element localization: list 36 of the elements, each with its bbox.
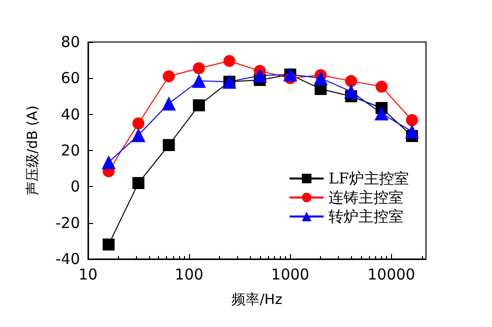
point — [252, 68, 267, 82]
y-tick-label: 60 — [60, 69, 80, 88]
point — [345, 75, 358, 88]
x-axis-title: 频率/Hz — [232, 292, 282, 308]
point — [102, 155, 116, 170]
legend-label: LF炉主控室 — [328, 170, 410, 188]
point — [405, 124, 420, 139]
point — [223, 54, 236, 67]
point — [192, 74, 206, 88]
legend-label: 连铸主控室 — [328, 188, 404, 206]
y-tick-label: 20 — [60, 142, 80, 160]
x-tick-label: 10 — [78, 266, 98, 284]
point — [162, 70, 175, 82]
point — [132, 177, 144, 190]
y-tick-label: -20 — [56, 214, 80, 232]
point — [344, 84, 358, 99]
point — [162, 96, 176, 110]
point — [406, 114, 418, 126]
y-tick-label: 80 — [60, 33, 80, 51]
legend-label: 转炉主控室 — [328, 208, 404, 226]
y-tick-label: 40 — [60, 105, 80, 124]
point — [376, 80, 388, 93]
point — [132, 117, 144, 130]
x-tick-label: 100 — [174, 266, 204, 284]
y-tick-label: 0 — [70, 178, 80, 196]
point — [374, 106, 389, 120]
y-tick-label: -40 — [56, 250, 80, 268]
point — [192, 62, 205, 74]
point — [162, 139, 175, 152]
y-axis-title: 声压级/dB (A) — [25, 105, 41, 196]
point — [102, 238, 115, 251]
x-tick-label: 10000 — [368, 266, 416, 284]
point — [131, 128, 146, 142]
point — [314, 71, 328, 86]
x-tick-label: 1000 — [271, 266, 310, 284]
point — [192, 99, 205, 112]
